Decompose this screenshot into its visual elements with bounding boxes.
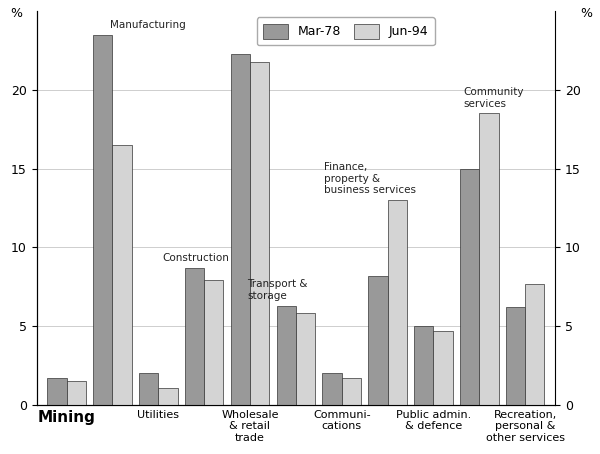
Text: Community
services: Community services [464,87,524,109]
Bar [342,378,361,405]
Y-axis label: %: % [580,7,592,20]
Bar [525,284,544,405]
Legend: Mar-78, Jun-94: Mar-78, Jun-94 [257,17,435,45]
Text: Finance,
property &
business services: Finance, property & business services [324,162,416,195]
Bar [460,168,479,405]
Bar [414,326,433,405]
Bar [322,373,342,405]
Bar [204,281,223,405]
Bar [158,388,178,405]
Bar [388,200,407,405]
Text: Transport &
storage: Transport & storage [247,279,308,301]
Bar [67,381,86,405]
Y-axis label: %: % [10,7,22,20]
Bar [185,268,204,405]
Bar [139,373,158,405]
Bar [296,313,315,405]
Bar [277,306,296,405]
Bar [47,378,67,405]
Bar [368,276,388,405]
Bar [250,61,269,405]
Bar [433,331,453,405]
Bar [479,114,499,405]
Bar [93,35,112,405]
Bar [112,145,131,405]
Text: Construction: Construction [163,253,229,263]
Bar [506,307,525,405]
Text: Manufacturing: Manufacturing [110,20,185,30]
Bar [231,54,250,405]
